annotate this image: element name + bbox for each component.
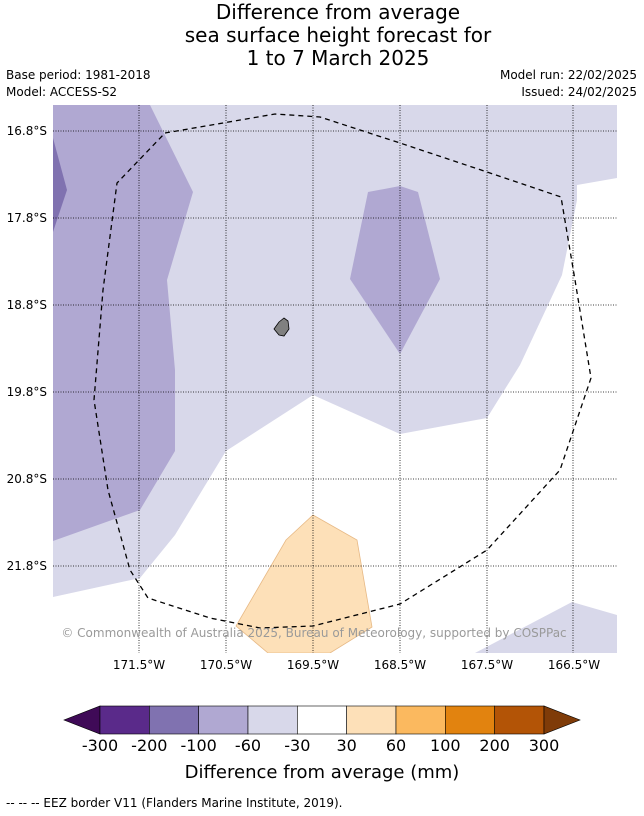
lat-label: 21.8°S [7, 559, 47, 573]
colorbar-bin [395, 705, 446, 735]
title-line-1: Difference from average [215, 0, 461, 24]
lat-label: 17.8°S [7, 211, 47, 225]
colorbar-bin [149, 705, 199, 735]
issued-date: Issued: 24/02/2025 [521, 85, 637, 99]
title-line-2: sea surface height forecast for [184, 23, 492, 47]
lon-label: 166.5°W [548, 658, 600, 672]
colorbar-tick-label: 30 [336, 736, 356, 755]
colorbar-tick-label: 300 [529, 736, 560, 755]
lon-label: 168.5°W [374, 658, 426, 672]
colorbar-tick-label: 200 [479, 736, 510, 755]
colorbar-bin [346, 705, 397, 735]
colorbar-tick-label: -100 [181, 736, 217, 755]
lat-label: 18.8°S [7, 298, 47, 312]
model-run: Model run: 22/02/2025 [499, 68, 637, 82]
meta-left: Base period: 1981-2018 Model: ACCESS-S2 [6, 67, 151, 101]
meta-right: Model run: 22/02/2025 Issued: 24/02/2025 [500, 67, 637, 101]
base-period: Base period: 1981-2018 [6, 68, 151, 82]
lon-label: 169.5°W [287, 658, 339, 672]
colorbar-bin [198, 705, 249, 735]
colorbar-bins [99, 705, 545, 735]
graticule [53, 105, 617, 653]
colorbar-ticks: -300 -200 -100 -60 -30 30 60 100 200 300 [82, 736, 559, 755]
colorbar-bin [99, 705, 150, 735]
colorbar-tick-label: -200 [131, 736, 167, 755]
lon-label: 167.5°W [461, 658, 513, 672]
anomaly-region-mid-purple-west [53, 105, 193, 541]
colorbar-bin [297, 705, 347, 735]
lat-label: 16.8°S [7, 124, 47, 138]
island-land [273, 317, 290, 337]
colorbar-tick-label: 100 [430, 736, 461, 755]
map-area: © Commonwealth of Australia 2025, Bureau… [53, 105, 617, 653]
longitude-labels: 171.5°W 170.5°W 169.5°W 168.5°W 167.5°W … [113, 658, 600, 672]
colorbar: -300 -200 -100 -60 -30 30 60 100 200 300 Differen… [63, 705, 581, 783]
colorbar-tick-label: -60 [235, 736, 261, 755]
anomaly-region-dark-purple [53, 138, 67, 232]
colorbar-title: Difference from average (mm) [185, 762, 460, 783]
lat-label: 20.8°S [7, 472, 47, 486]
copyright-text: © Commonwealth of Australia 2025, Bureau… [61, 626, 566, 640]
lon-label: 171.5°W [113, 658, 165, 672]
colorbar-tick-label: -30 [284, 736, 310, 755]
colorbar-bin [247, 705, 298, 735]
model-name: Model: ACCESS-S2 [6, 85, 118, 99]
anomaly-region-light-purple [53, 105, 617, 597]
lon-label: 170.5°W [200, 658, 252, 672]
anomaly-region-light-orange [235, 514, 373, 653]
colorbar-extend-high [543, 705, 581, 735]
colorbar-tick-label: 60 [386, 736, 406, 755]
colorbar-bin [494, 705, 545, 735]
colorbar-bin [445, 705, 495, 735]
anomaly-region-light-purple-se [475, 602, 617, 653]
colorbar-extend-low [63, 705, 101, 735]
latitude-labels: 16.8°S 17.8°S 18.8°S 19.8°S 20.8°S 21.8°… [7, 124, 47, 573]
anomaly-region-mid-purple-center [350, 186, 440, 354]
footnote: -- -- -- EEZ border V11 (Flanders Marine… [6, 796, 343, 810]
lat-label: 19.8°S [7, 385, 47, 399]
colorbar-tick-label: -300 [82, 736, 118, 755]
eez-border [93, 113, 592, 629]
title-line-3: 1 to 7 March 2025 [246, 46, 430, 70]
chart-title: Difference from average sea surface heig… [0, 1, 644, 70]
